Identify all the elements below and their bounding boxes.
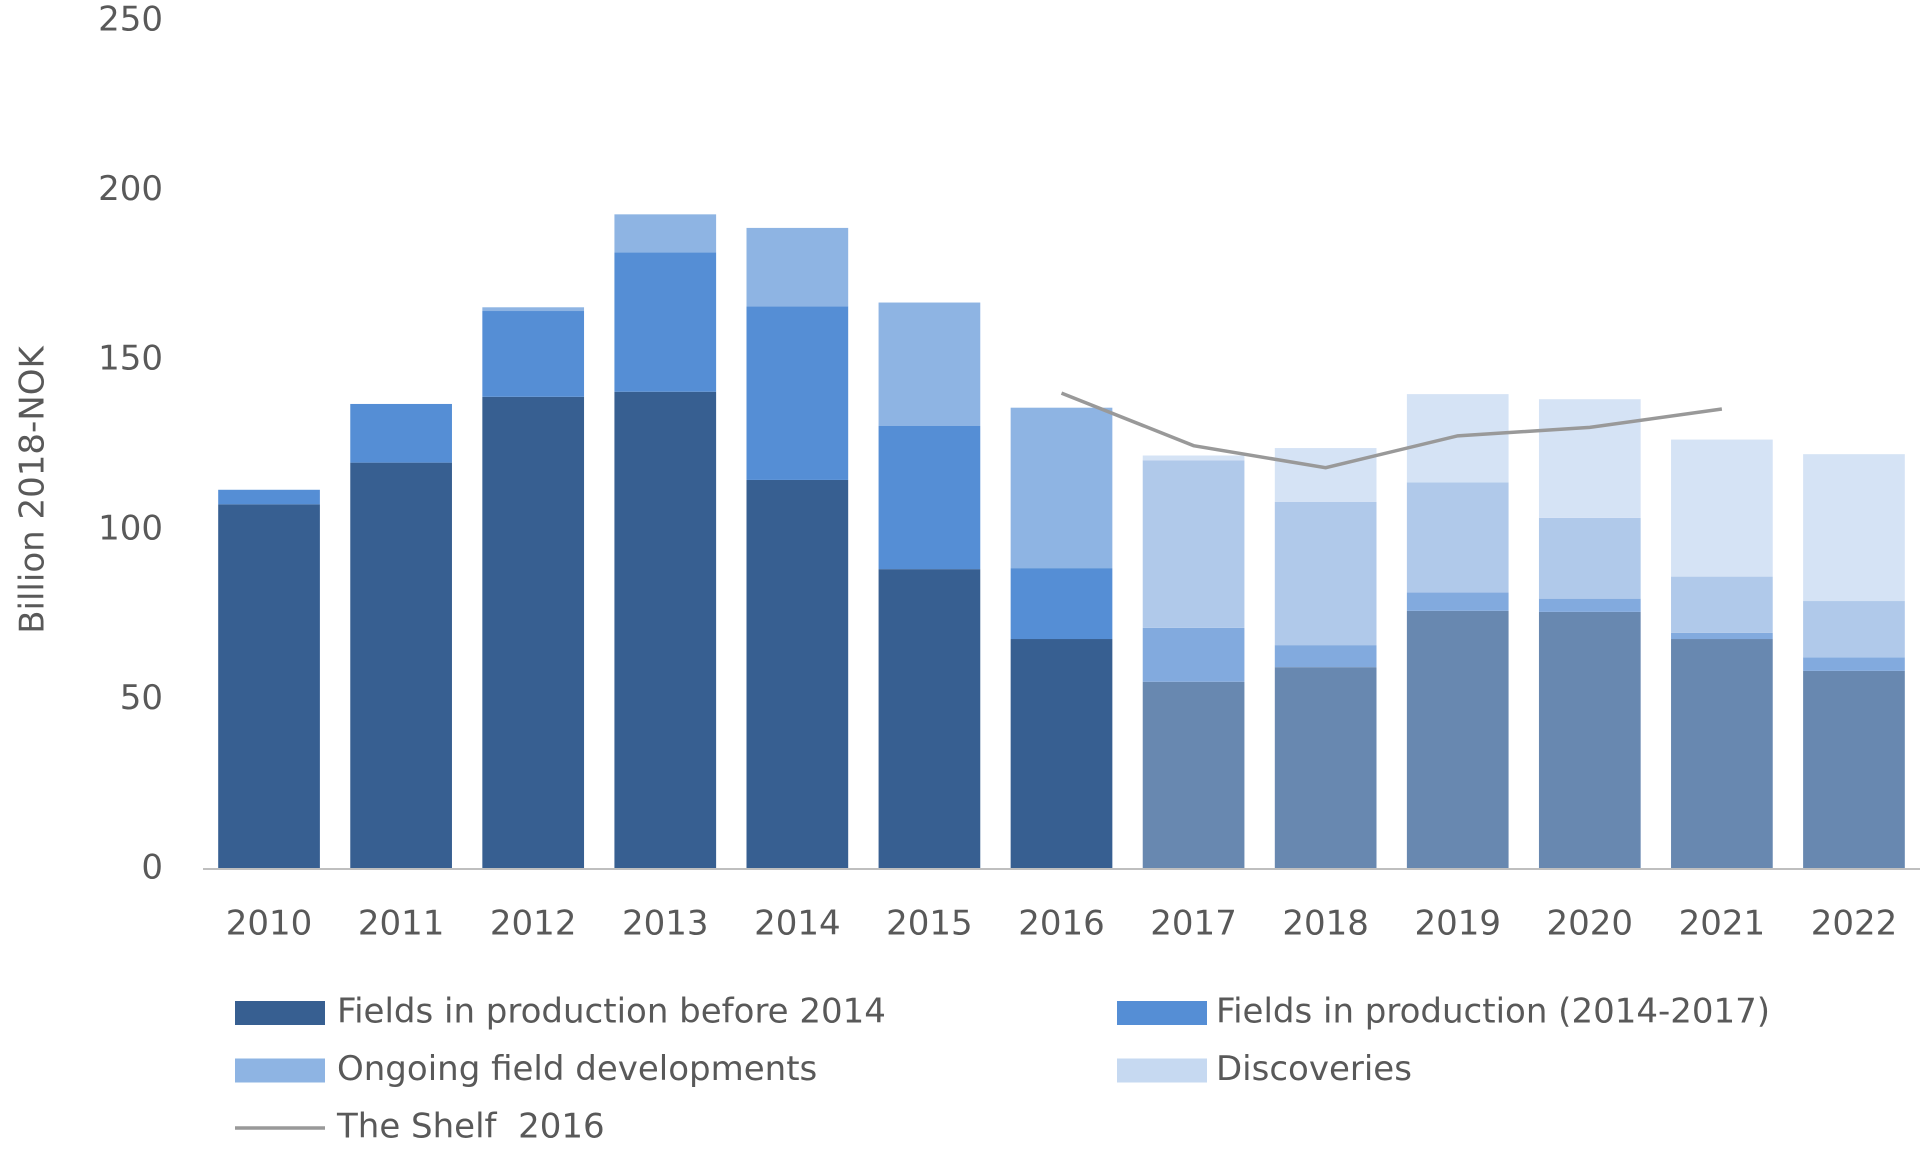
bar-segment [614, 214, 717, 253]
legend-swatch [1117, 1001, 1207, 1025]
bar-segment [614, 391, 717, 869]
bar-segment [482, 307, 585, 312]
bar-segment [878, 569, 981, 869]
bar-segment [1803, 657, 1905, 671]
x-tick-label: 2020 [1547, 904, 1634, 944]
legend-label: Fields in production before 2014 [337, 992, 886, 1032]
x-tick-label: 2014 [754, 904, 841, 944]
bar-segment [1671, 576, 1773, 633]
bar-segment [1142, 627, 1245, 682]
x-tick-label: 2019 [1414, 904, 1501, 944]
bar-segment [1406, 610, 1509, 869]
bar-segment [350, 403, 452, 463]
y-tick-label: 100 [98, 508, 163, 548]
y-axis-title: Billion 2018-NOK [13, 345, 53, 634]
y-tick-label: 250 [98, 0, 163, 40]
y-tick-label: 200 [98, 169, 163, 209]
bar-segment [878, 302, 981, 427]
legend-label: Discoveries [1216, 1049, 1412, 1089]
bar-segment [1142, 455, 1245, 461]
bar-segment [1406, 394, 1509, 483]
bar-segment [1142, 681, 1245, 869]
legend-label: The Shelf 2016 [336, 1107, 605, 1147]
bar-segment [1671, 639, 1773, 869]
bar-segment [746, 479, 849, 869]
legend-swatch [235, 1058, 325, 1083]
bar-segment [218, 489, 320, 505]
bar-segment [1274, 501, 1377, 646]
x-tick-label: 2011 [358, 904, 445, 944]
bar-segment [1671, 632, 1773, 640]
y-tick-label: 0 [141, 848, 163, 888]
bar-segment [1538, 399, 1641, 518]
legend-label: Ongoing field developments [337, 1049, 817, 1089]
bar-segment [1274, 448, 1377, 502]
bar-segment [1142, 460, 1245, 628]
legend-swatch [1117, 1058, 1207, 1083]
bar-segment [1538, 517, 1641, 599]
x-tick-label: 2010 [226, 904, 313, 944]
bar-segment [1010, 639, 1113, 869]
line [1060, 391, 1723, 470]
bar-segment [350, 462, 452, 869]
legend-swatch [235, 1001, 325, 1025]
bar-segment [1274, 645, 1377, 668]
bar-segment [1538, 611, 1641, 869]
bar-segment [1671, 439, 1773, 577]
bar-segment [482, 311, 585, 397]
x-tick-label: 2015 [886, 904, 973, 944]
x-tick-label: 2016 [1018, 904, 1105, 944]
bar-segment [1406, 592, 1509, 611]
y-tick-label: 150 [98, 339, 163, 379]
x-tick-label: 2022 [1811, 904, 1898, 944]
x-tick-label: 2021 [1679, 904, 1766, 944]
x-tick-label: 2018 [1282, 904, 1369, 944]
bar-segment [218, 504, 320, 869]
bar-segment [878, 426, 981, 570]
bar-segment [1010, 407, 1113, 569]
bar-segment [1406, 482, 1509, 593]
bar-segment [1538, 598, 1641, 612]
bar-segment [746, 227, 849, 307]
y-tick-label: 50 [120, 678, 163, 718]
bar-segment [1803, 670, 1905, 869]
x-tick-label: 2017 [1150, 904, 1237, 944]
bar-segment [746, 306, 849, 480]
bar-segment [1803, 454, 1905, 602]
bar-segment [1274, 667, 1377, 869]
legend-label: Fields in production (2014-2017) [1216, 992, 1770, 1032]
bar-segment [1803, 601, 1905, 658]
bar-segment [1010, 568, 1113, 640]
x-tick-label: 2012 [490, 904, 577, 944]
x-tick-label: 2013 [622, 904, 709, 944]
bar-segment [614, 252, 717, 392]
bar-segment [482, 396, 585, 869]
